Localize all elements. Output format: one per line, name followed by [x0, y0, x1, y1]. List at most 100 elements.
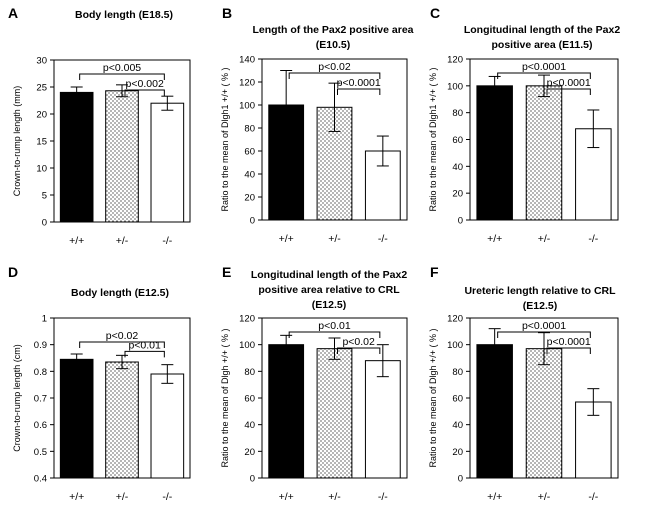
y-tick-label: 120 [239, 78, 255, 89]
p-value-label: p<0.02 [318, 61, 351, 73]
y-tick-label: 140 [239, 55, 255, 66]
panel-label: E [222, 264, 231, 280]
category-label: +/- [538, 491, 551, 503]
panel-title: Length of the Pax2 positive area [252, 24, 413, 36]
y-tick-label: 60 [452, 394, 463, 405]
category-label: +/+ [487, 233, 502, 245]
panel-label: F [430, 264, 439, 280]
panel-a: A Body length (E18.5) 0 5 10 15 20 25 30 Crown-to… [8, 5, 191, 247]
category-label: +/+ [69, 491, 84, 503]
y-tick-label: 60 [244, 147, 255, 158]
y-axis-label: Ratio to the mean of Dlgh +/+ ( % ) [220, 328, 230, 467]
panel-label: D [8, 264, 18, 280]
bar-+/+ [59, 358, 94, 479]
y-tick-label: 100 [239, 101, 255, 112]
significance-bracket [288, 72, 381, 79]
category-label: +/+ [69, 235, 84, 247]
category-label: +/+ [279, 233, 294, 245]
y-tick-label: 10 [36, 164, 47, 175]
y-tick-label: 5 [42, 191, 47, 202]
p-value-label: p<0.0001 [522, 320, 566, 332]
category-label: +/- [328, 233, 341, 245]
p-value-label: p<0.0001 [547, 77, 591, 89]
category-label: -/- [588, 233, 598, 245]
y-tick-label: 40 [244, 420, 255, 431]
y-tick-label: 20 [452, 447, 463, 458]
significance-bracket [546, 347, 591, 354]
y-tick-label: 20 [36, 110, 47, 121]
y-tick-label: 100 [447, 340, 463, 351]
category-label: -/- [378, 491, 388, 503]
panel-label: C [430, 5, 440, 21]
y-tick-label: 80 [244, 124, 255, 135]
bar-+/+ [268, 344, 305, 479]
panel-title: positive area relative to CRL [258, 284, 400, 296]
p-value-label: p<0.002 [126, 78, 164, 90]
y-tick-label: 0.4 [34, 474, 47, 485]
significance-bracket [337, 88, 381, 95]
bar-+/- [525, 348, 563, 479]
bar-+/+ [476, 85, 513, 221]
panel-label: A [8, 5, 18, 21]
y-tick-label: 20 [244, 193, 255, 204]
p-value-label: p<0.0001 [547, 336, 591, 348]
significance-bracket [546, 88, 591, 95]
category-label: +/- [328, 491, 341, 503]
y-tick-label: 100 [447, 81, 463, 92]
bar-+/- [105, 361, 139, 479]
panel-label: B [222, 5, 232, 21]
panel-f: F Ureteric length relative to CRL (E12.5) 0… [428, 264, 619, 503]
bar-+/- [525, 85, 563, 221]
y-tick-label: 80 [244, 367, 255, 378]
category-label: +/+ [487, 491, 502, 503]
y-tick-label: 0.9 [34, 340, 47, 351]
category-label: +/- [538, 233, 551, 245]
category-label: -/- [162, 235, 172, 247]
y-tick-label: 100 [239, 340, 255, 351]
p-value-label: p<0.0001 [337, 77, 381, 89]
y-tick-label: 15 [36, 137, 47, 148]
panel-e: E Longitudinal length of the Pax2 positive… [220, 264, 408, 503]
panel-title: Longitudinal length of the Pax2 [464, 24, 620, 36]
y-tick-label: 120 [447, 55, 463, 66]
p-value-label: p<0.02 [342, 336, 375, 348]
significance-bracket [288, 331, 381, 338]
y-tick-label: 80 [452, 108, 463, 119]
significance-bracket [124, 89, 165, 96]
significance-bracket [497, 72, 591, 79]
y-tick-label: 0 [458, 216, 463, 227]
category-label: -/- [588, 491, 598, 503]
y-tick-label: 60 [452, 135, 463, 146]
y-tick-label: 0.8 [34, 367, 47, 378]
p-value-label: p<0.01 [128, 339, 161, 351]
y-tick-label: 60 [244, 394, 255, 405]
significance-bracket [337, 347, 381, 354]
y-axis-label: Crown-to-rump length (mm) [12, 86, 22, 197]
y-axis-label: Ratio to the mean of Dlgh1 +/+ ( % ) [220, 67, 230, 211]
y-tick-label: 40 [244, 170, 255, 181]
significance-bracket [124, 350, 165, 358]
panel-title: (E10.5) [316, 39, 350, 51]
bar--/- [364, 360, 401, 479]
y-axis-label: Ratio to the mean of Dlgh +/+ ( % ) [428, 328, 438, 467]
y-tick-label: 0.6 [34, 420, 47, 431]
p-value-label: p<0.01 [318, 320, 351, 332]
bar--/- [150, 102, 185, 223]
y-tick-label: 40 [452, 162, 463, 173]
y-tick-label: 120 [239, 314, 255, 325]
significance-bracket [497, 331, 591, 338]
panel-title: positive area (E11.5) [492, 39, 593, 51]
p-value-label: p<0.0001 [522, 61, 566, 73]
y-axis-label: Ratio to the mean of Dlgh1 +/+ ( % ) [428, 67, 438, 211]
y-axis-label: Crown-to-rump length (cm) [12, 344, 22, 452]
category-label: +/- [116, 491, 129, 503]
panel-title: Body length (E18.5) [75, 9, 173, 21]
panel-title: Ureteric length relative to CRL [464, 285, 616, 297]
y-tick-label: 0 [42, 218, 47, 229]
y-tick-label: 20 [452, 189, 463, 200]
y-tick-label: 20 [244, 447, 255, 458]
category-label: -/- [162, 491, 172, 503]
y-tick-label: 80 [452, 367, 463, 378]
y-tick-label: 40 [452, 420, 463, 431]
panel-title: (E12.5) [523, 300, 557, 312]
